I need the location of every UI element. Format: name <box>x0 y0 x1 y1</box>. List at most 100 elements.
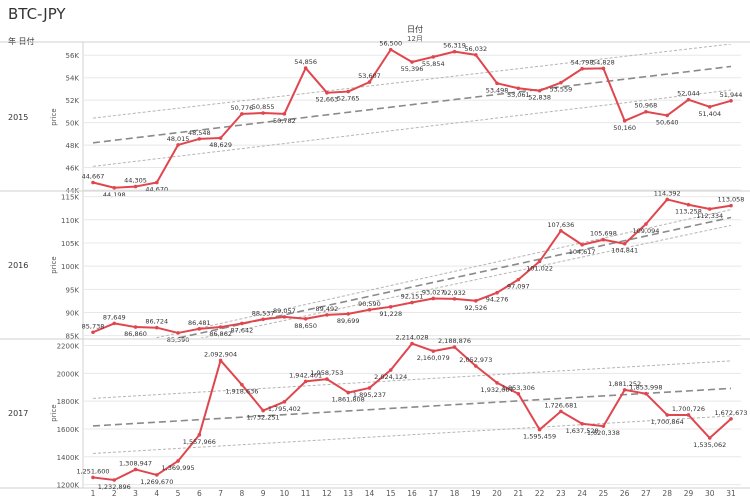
data-point <box>686 413 691 417</box>
x-tick-label: 18 <box>450 489 460 498</box>
y-tick-label: 110K <box>61 217 79 225</box>
data-label: 53,498 <box>486 86 509 94</box>
data-label: 1,918,636 <box>225 388 258 396</box>
data-label: 89,492 <box>316 305 339 313</box>
data-label: 2,214,028 <box>395 334 428 342</box>
x-tick-label: 27 <box>641 489 651 498</box>
data-point <box>559 80 563 85</box>
data-point <box>218 136 223 140</box>
y-axis-title: price <box>50 256 58 273</box>
data-label: 1,958,753 <box>310 369 343 377</box>
data-label: 52,838 <box>528 94 551 102</box>
x-tick-label: 23 <box>556 489 566 498</box>
data-label: 48,548 <box>188 129 211 137</box>
data-point <box>218 358 223 363</box>
data-point <box>303 379 308 384</box>
data-point <box>474 299 478 303</box>
data-label: 1,895,237 <box>353 391 386 399</box>
data-label: 48,629 <box>209 141 232 149</box>
price-line <box>92 342 732 482</box>
data-point <box>325 377 329 381</box>
data-label: 1,942,401 <box>289 371 322 379</box>
data-label: 1,535,062 <box>693 441 726 449</box>
x-tick-label: 20 <box>492 489 502 498</box>
data-label: 114,392 <box>654 189 681 197</box>
data-point <box>537 427 542 432</box>
data-label: 52,765 <box>337 95 360 103</box>
data-label: 86,481 <box>188 319 211 327</box>
data-label: 93,027 <box>422 288 445 296</box>
data-label: 56,319 <box>443 42 466 50</box>
y-tick-label: 1800K <box>57 398 80 406</box>
data-label: 55,854 <box>422 60 445 68</box>
data-label: 50,968 <box>635 102 658 110</box>
y-axis-title: price <box>50 404 58 421</box>
x-tick-label: 30 <box>705 489 715 498</box>
x-tick-label: 17 <box>428 489 438 498</box>
data-point <box>601 237 606 242</box>
data-label: 89,699 <box>337 317 360 325</box>
y-tick-label: 1200K <box>57 482 80 490</box>
x-tick-label: 14 <box>365 489 375 498</box>
data-point <box>601 66 606 71</box>
x-tick-label: 4 <box>154 489 159 498</box>
x-tick-label: 24 <box>577 489 587 498</box>
column-header: 日付 <box>407 25 423 34</box>
confidence-band-lower <box>92 415 732 454</box>
data-label: 87,642 <box>230 326 253 334</box>
data-point <box>303 66 308 70</box>
data-label: 86,860 <box>124 330 147 338</box>
x-tick-label: 10 <box>280 489 290 498</box>
data-point <box>452 49 457 54</box>
data-label: 91,228 <box>379 310 402 318</box>
data-label: 92,932 <box>443 289 466 297</box>
data-label: 90,590 <box>358 300 381 308</box>
data-label: 52,044 <box>677 90 700 98</box>
data-point <box>112 321 117 326</box>
data-label: 2,188,876 <box>438 337 471 345</box>
confidence-band-lower <box>199 224 732 338</box>
data-point <box>176 143 180 147</box>
y-tick-label: 1400K <box>57 454 80 462</box>
data-label: 1,672,673 <box>714 409 747 417</box>
data-point <box>622 388 627 392</box>
data-label: 1,881,252 <box>608 380 641 388</box>
x-tick-label: 28 <box>662 489 672 498</box>
data-label: 50,776 <box>230 104 253 112</box>
data-point <box>707 436 712 440</box>
data-label: 1,932,007 <box>481 386 514 394</box>
data-point <box>133 184 138 189</box>
data-point <box>644 109 648 114</box>
data-label: 86,724 <box>145 318 168 326</box>
data-label: 56,500 <box>379 40 402 48</box>
data-label: 89,057 <box>273 307 296 315</box>
x-tick-label: 3 <box>133 489 138 498</box>
data-point <box>495 381 499 385</box>
data-point <box>261 408 265 413</box>
trend-line <box>92 387 732 427</box>
y-tick-label: 56K <box>66 52 80 60</box>
data-point <box>197 433 202 437</box>
data-label: 1,853,306 <box>502 384 535 392</box>
data-label: 2,160,079 <box>417 354 450 362</box>
data-point <box>346 390 351 395</box>
y-tick-label: 48K <box>66 142 80 150</box>
data-label: 1,700,726 <box>672 405 705 413</box>
data-label: 52,663 <box>316 96 339 104</box>
data-label: 113,258 <box>675 208 702 216</box>
year-label: 2016 <box>8 261 28 270</box>
data-point <box>580 66 584 71</box>
data-label: 88,537 <box>252 309 275 317</box>
data-point <box>410 341 414 346</box>
data-point <box>665 197 669 202</box>
confidence-band-upper <box>92 44 732 119</box>
y-tick-label: 105K <box>61 240 79 248</box>
x-tick-label: 7 <box>218 489 223 498</box>
data-label: 44,305 <box>124 177 147 185</box>
data-label: 88,650 <box>294 322 317 330</box>
data-point <box>388 47 393 52</box>
data-point <box>388 305 393 309</box>
data-label: 50,782 <box>273 117 296 125</box>
year-label: 2015 <box>8 113 28 122</box>
